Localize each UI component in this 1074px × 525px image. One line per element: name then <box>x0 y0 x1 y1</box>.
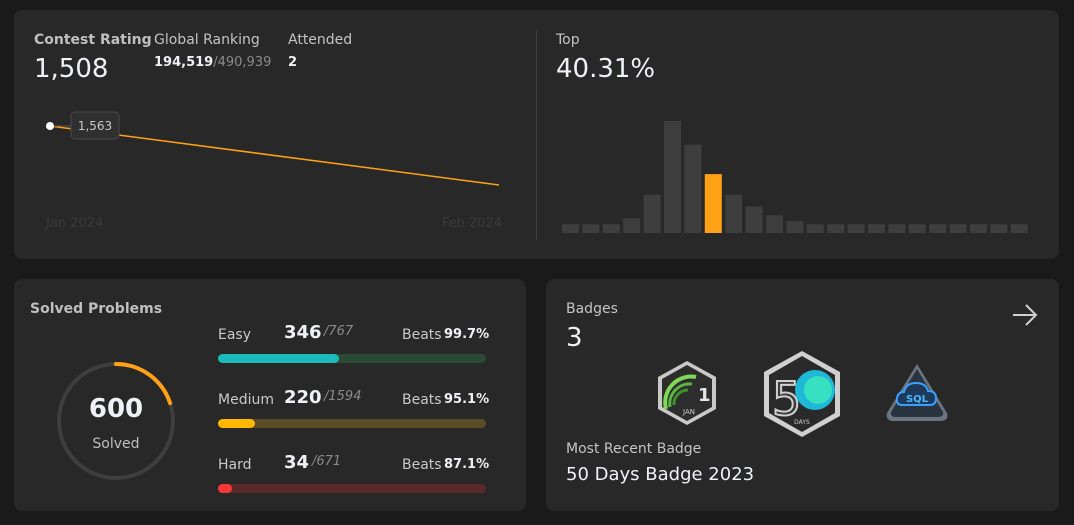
distribution-bar[interactable] <box>766 215 783 233</box>
sql-badge-icon[interactable]: SQL <box>882 361 952 425</box>
top-percent-value: 40.31% <box>556 54 656 84</box>
distribution-bar[interactable] <box>684 144 702 233</box>
contest-rating-value: 1,508 <box>34 54 109 84</box>
hard-progress-bar <box>218 484 486 493</box>
distribution-bar[interactable] <box>929 224 947 233</box>
hard-beats-label: Beats <box>402 457 442 473</box>
rating-point-start <box>46 122 54 130</box>
contest-rating-label: Contest Rating <box>34 32 152 48</box>
distribution-bar[interactable] <box>623 218 641 233</box>
solved-problems-card: Solved Problems 600 Solved Easy 346 /767… <box>14 279 526 511</box>
easy-total: /767 <box>324 324 354 339</box>
solved-progress-ring <box>57 362 175 480</box>
hard-solved: 34 <box>284 452 310 473</box>
solved-count-label: Solved <box>92 436 140 452</box>
medium-beats-value: 95.1% <box>444 392 490 407</box>
rating-tooltip <box>70 111 120 140</box>
ring-progress <box>57 362 175 480</box>
badges-count: 3 <box>566 323 583 353</box>
rating-distribution-chart[interactable] <box>554 110 1044 235</box>
easy-beats-value: 99.7% <box>444 327 490 342</box>
hard-label: Hard <box>218 457 252 473</box>
most-recent-badge-name: 50 Days Badge 2023 <box>566 464 755 485</box>
top-percent-label: Top <box>556 32 580 48</box>
card-divider <box>536 30 537 240</box>
medium-beats-label: Beats <box>402 392 442 408</box>
badges-title: Badges <box>566 301 618 317</box>
distribution-bar[interactable] <box>562 224 579 233</box>
rating-line-chart[interactable]: 1,563 Jan 2024 Feb 2024 <box>14 10 534 259</box>
distribution-bar[interactable] <box>806 224 824 233</box>
easy-progress-bar <box>218 354 486 363</box>
distribution-bar[interactable] <box>602 224 620 233</box>
global-ranking-rank: 194,519 <box>154 55 214 70</box>
medium-label: Medium <box>218 392 274 408</box>
jan-badge-number: 1 <box>698 385 711 406</box>
distribution-bar[interactable] <box>582 224 600 233</box>
badges-card: Badges 3 1 JAN 5 DAYS SQL Most Recent Ba… <box>546 279 1059 511</box>
distribution-bar[interactable] <box>970 224 987 233</box>
medium-progress-fill <box>218 419 255 428</box>
jan-badge-icon[interactable]: 1 JAN <box>654 359 720 427</box>
distribution-bar[interactable] <box>990 224 1008 233</box>
global-ranking-label: Global Ranking <box>154 32 260 48</box>
distribution-bar[interactable] <box>745 206 763 234</box>
hard-total: /671 <box>312 454 342 469</box>
sql-badge-text: SQL <box>906 394 929 405</box>
global-ranking-total: /490,939 <box>213 55 272 70</box>
jan-badge-text: JAN <box>682 408 695 416</box>
fifty-days-badge-icon[interactable]: 5 DAYS <box>760 349 844 439</box>
easy-beats-label: Beats <box>402 327 442 343</box>
x-axis-end-label: Feb 2024 <box>442 216 502 231</box>
fifty-days-badge-text: DAYS <box>794 419 810 426</box>
x-axis-start-label: Jan 2024 <box>45 216 103 231</box>
contest-rating-card: Contest Rating 1,508 Global Ranking 194,… <box>14 10 1059 259</box>
arrow-right-icon[interactable] <box>1011 303 1039 327</box>
rating-tooltip-value: 1,563 <box>78 119 112 133</box>
rating-line <box>49 125 500 186</box>
attended-value: 2 <box>288 55 298 70</box>
distribution-bar[interactable] <box>725 194 743 233</box>
solved-problems-title: Solved Problems <box>30 301 163 317</box>
distribution-bar[interactable] <box>888 224 906 233</box>
distribution-bar[interactable] <box>949 224 967 233</box>
distribution-bar[interactable] <box>908 224 926 233</box>
distribution-bar-current[interactable] <box>704 174 722 233</box>
medium-progress-bar <box>218 419 486 428</box>
easy-solved: 346 <box>284 322 322 343</box>
distribution-bar[interactable] <box>786 221 804 233</box>
easy-label: Easy <box>218 327 252 343</box>
most-recent-badge-label: Most Recent Badge <box>566 441 702 457</box>
hard-progress-fill <box>218 484 232 493</box>
easy-progress-fill <box>218 354 339 363</box>
distribution-bar[interactable] <box>868 224 885 233</box>
hard-beats-value: 87.1% <box>444 457 490 472</box>
medium-total: /1594 <box>324 389 362 404</box>
attended-label: Attended <box>288 32 353 48</box>
distribution-bar[interactable] <box>643 194 661 233</box>
distribution-bar[interactable] <box>847 224 865 233</box>
distribution-bar[interactable] <box>1010 224 1028 233</box>
fifty-days-badge-number: 5 <box>772 372 801 426</box>
distribution-bar[interactable] <box>827 224 845 233</box>
medium-solved: 220 <box>284 387 322 408</box>
global-ranking-value: 194,519/490,939 <box>154 55 271 70</box>
solved-count: 600 <box>88 394 144 424</box>
distribution-bar[interactable] <box>664 121 681 233</box>
